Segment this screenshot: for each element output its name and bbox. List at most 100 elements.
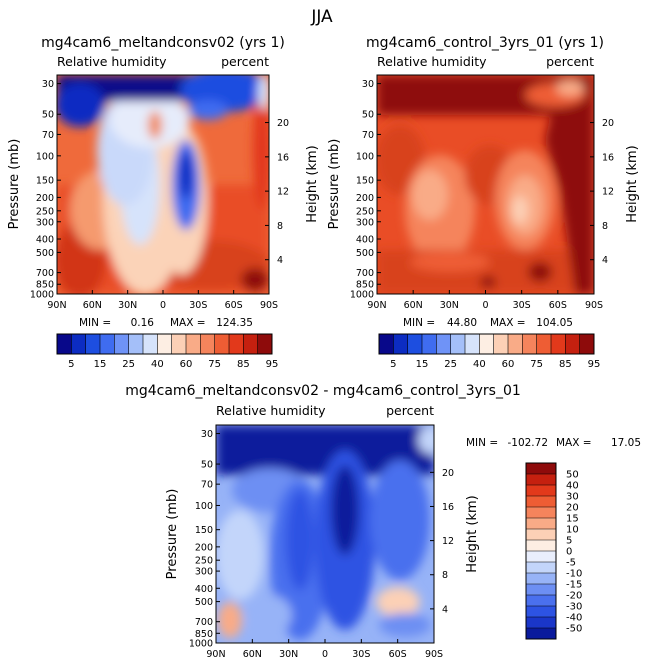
x-tick-label: 30S <box>352 649 370 660</box>
colorbar-tick-label: -15 <box>566 580 582 591</box>
panel-2-axes: 90N 60N 30N 0 30S 60S 90S 30 50 70 100 150 200 250300… <box>350 79 614 311</box>
colorbar-swatch <box>450 334 466 354</box>
y-tick-label: 400 <box>356 235 374 246</box>
colorbar-swatch <box>379 334 394 354</box>
y-tick-label: 50 <box>42 110 54 121</box>
colorbar-swatch <box>407 334 423 354</box>
y-tick-label: 250 <box>36 206 54 217</box>
colorbar-swatch <box>186 334 201 354</box>
colorbar-swatch <box>479 334 495 354</box>
colorbar-swatch <box>100 334 115 354</box>
x-tick-label: 60S <box>225 300 243 311</box>
y-tick-label: 300 <box>36 217 54 228</box>
figure-title: JJA <box>310 7 333 27</box>
colorbar-swatch <box>579 334 595 354</box>
y-tick-label: 30 <box>42 79 54 90</box>
height-tick-label: 4 <box>442 604 448 615</box>
panel-3-right-label: percent <box>386 403 434 418</box>
colorbar-swatch <box>526 628 556 640</box>
x-tick-label: 60N <box>83 300 102 311</box>
height-tick-label: 20 <box>442 468 454 479</box>
y-tick-label: 70 <box>201 480 213 491</box>
colorbar-tick-label: -10 <box>566 569 582 580</box>
height-tick-label: 12 <box>602 187 614 198</box>
panel-3-contour-field <box>216 425 434 643</box>
panel-2-right-label: percent <box>546 54 594 69</box>
y-tick-label: 1000 <box>189 639 213 650</box>
colorbar-swatch <box>128 334 144 354</box>
colorbar-tick-label: 0 <box>566 547 572 558</box>
x-tick-label: 60S <box>549 300 567 311</box>
x-tick-label: 0 <box>322 649 328 660</box>
colorbar-swatch <box>526 529 556 541</box>
colorbar-swatch <box>526 518 556 530</box>
height-tick-label: 8 <box>602 221 608 232</box>
colorbar-tick-label: -40 <box>566 613 582 624</box>
colorbar-swatch <box>114 334 130 354</box>
colorbar-tick-label: 50 <box>566 470 579 481</box>
colorbar-swatch <box>508 334 523 354</box>
colorbar-tick-label: -5 <box>566 558 576 569</box>
y-tick-label: 400 <box>195 584 213 595</box>
y-tick-label: 500 <box>36 248 54 259</box>
colorbar-swatch <box>565 334 581 354</box>
panel-3-ylabel: Pressure (mb) <box>165 489 180 580</box>
panel-2-max-label: MAX = <box>490 317 526 329</box>
colorbar-swatch <box>157 334 173 354</box>
y-tick-label: 850 <box>195 629 213 640</box>
y-tick-label: 30 <box>201 429 213 440</box>
y-tick-label: 150 <box>356 176 374 187</box>
panel-3-axes: 90N 60N 30N 0 30S 60S 90S 30 50 70 100 150 200 250300… <box>189 429 454 660</box>
height-tick-label: 16 <box>602 152 614 163</box>
colorbar-tick-label: 15 <box>416 359 429 370</box>
colorbar-swatch <box>465 334 480 354</box>
x-tick-label: 30N <box>440 300 459 311</box>
x-tick-label: 0 <box>482 300 488 311</box>
x-tick-label: 60N <box>243 649 262 660</box>
panel-1-left-label: Relative humidity <box>57 54 167 69</box>
colorbar-swatch <box>526 540 556 552</box>
colorbar-swatch <box>526 474 556 486</box>
colorbar-swatch <box>536 334 552 354</box>
y-tick-label: 100 <box>36 151 54 162</box>
panel-1-right-label: percent <box>221 54 269 69</box>
y-tick-label: 1000 <box>350 290 374 301</box>
y-tick-label: 850 <box>356 280 374 291</box>
y-tick-label: 200 <box>356 193 374 204</box>
y-tick-label: 150 <box>195 525 213 536</box>
colorbar-tick-label: 95 <box>588 359 601 370</box>
x-tick-label: 90S <box>585 300 603 311</box>
y-tick-label: 30 <box>362 79 374 90</box>
x-tick-label: 60S <box>389 649 407 660</box>
x-tick-label: 30N <box>118 300 137 311</box>
colorbar-swatch <box>422 334 437 354</box>
panel-2-ylabel: Pressure (mb) <box>327 139 342 230</box>
x-tick-label: 90S <box>260 300 278 311</box>
x-tick-label: 90N <box>367 300 386 311</box>
colorbar-swatch <box>551 334 566 354</box>
colorbar-swatch <box>526 562 556 574</box>
x-tick-label: 0 <box>160 300 166 311</box>
colorbar-tick-label: 25 <box>444 359 457 370</box>
colorbar-swatch <box>493 334 509 354</box>
colorbar-tick-label: 20 <box>566 503 579 514</box>
colorbar-tick-label: 60 <box>502 359 515 370</box>
colorbar-swatch <box>200 334 216 354</box>
colorbar-tick-label: -30 <box>566 602 582 613</box>
colorbar-swatch <box>522 334 538 354</box>
y-tick-label: 70 <box>42 130 54 141</box>
colorbar-tick-label: 60 <box>180 359 193 370</box>
colorbar-tick-label: -50 <box>566 624 582 635</box>
panel-3-ylabel-right: Height (km) <box>465 495 480 572</box>
panel-3-left-label: Relative humidity <box>216 403 326 418</box>
y-tick-label: 200 <box>195 542 213 553</box>
panel-2: mg4cam6_control_3yrs_01 (yrs 1) Relative… <box>327 35 640 370</box>
colorbar-swatch <box>143 334 158 354</box>
colorbar-swatch <box>71 334 87 354</box>
panel-2-min-label: MIN = <box>403 317 435 329</box>
colorbar-tick-label: 85 <box>237 359 250 370</box>
height-tick-label: 20 <box>602 118 614 129</box>
y-tick-label: 250 <box>356 206 374 217</box>
